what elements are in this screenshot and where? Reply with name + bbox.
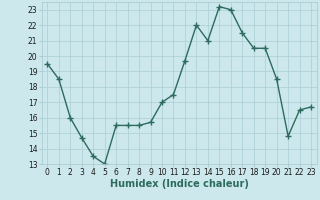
X-axis label: Humidex (Indice chaleur): Humidex (Indice chaleur) xyxy=(110,179,249,189)
